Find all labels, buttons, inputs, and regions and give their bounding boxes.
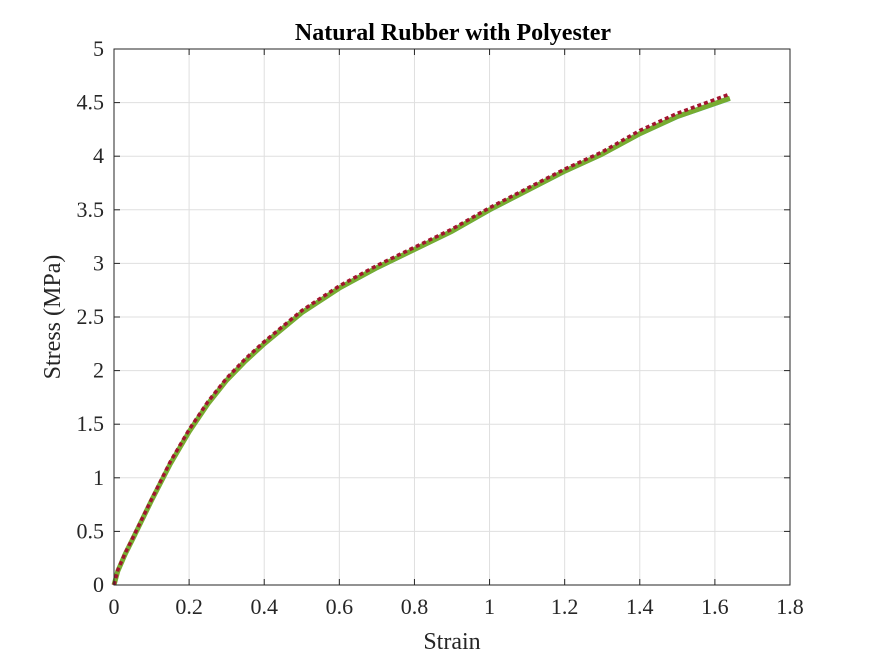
- series-line-3: [112, 92, 731, 586]
- x-tick-label: 1.4: [626, 594, 654, 619]
- y-axis-label: Stress (MPa): [40, 255, 66, 380]
- chart-title: Natural Rubber with Polyester: [295, 20, 612, 46]
- y-tick-label: 2.5: [77, 304, 105, 329]
- y-tick-label: 5: [93, 36, 104, 61]
- y-tick-label: 0.5: [77, 518, 105, 543]
- series-line-1: [112, 97, 731, 586]
- x-tick-label: 1: [484, 594, 495, 619]
- x-axis-label: Strain: [423, 629, 480, 655]
- y-tick-label: 4.5: [77, 90, 105, 115]
- y-tick-label: 4: [93, 143, 104, 168]
- data-series: [111, 92, 731, 586]
- x-tick-label: 0.4: [250, 594, 278, 619]
- x-tick-label: 1.2: [551, 594, 579, 619]
- y-tick-label: 0: [93, 572, 104, 597]
- x-tick-label: 1.8: [776, 594, 804, 619]
- y-tick-label: 1: [93, 465, 104, 490]
- x-tick-label: 0: [109, 594, 120, 619]
- x-tick-label: 1.6: [701, 594, 729, 619]
- y-tick-label: 3: [93, 250, 104, 275]
- x-tick-label: 0.6: [326, 594, 354, 619]
- x-tick-label: 0.2: [175, 594, 203, 619]
- axis-ticks: 0 0.2 0.4 0.6 0.8 1 1.2 1.4 1.6 1.8 0 0.5 1 1.5 2 2.5 3 3…: [77, 36, 804, 619]
- y-tick-label: 2: [93, 358, 104, 383]
- x-tick-label: 0.8: [401, 594, 429, 619]
- y-tick-label: 3.5: [77, 197, 105, 222]
- y-tick-label: 1.5: [77, 411, 105, 436]
- grid-lines: [113, 48, 791, 586]
- series-line-2: [111, 95, 731, 586]
